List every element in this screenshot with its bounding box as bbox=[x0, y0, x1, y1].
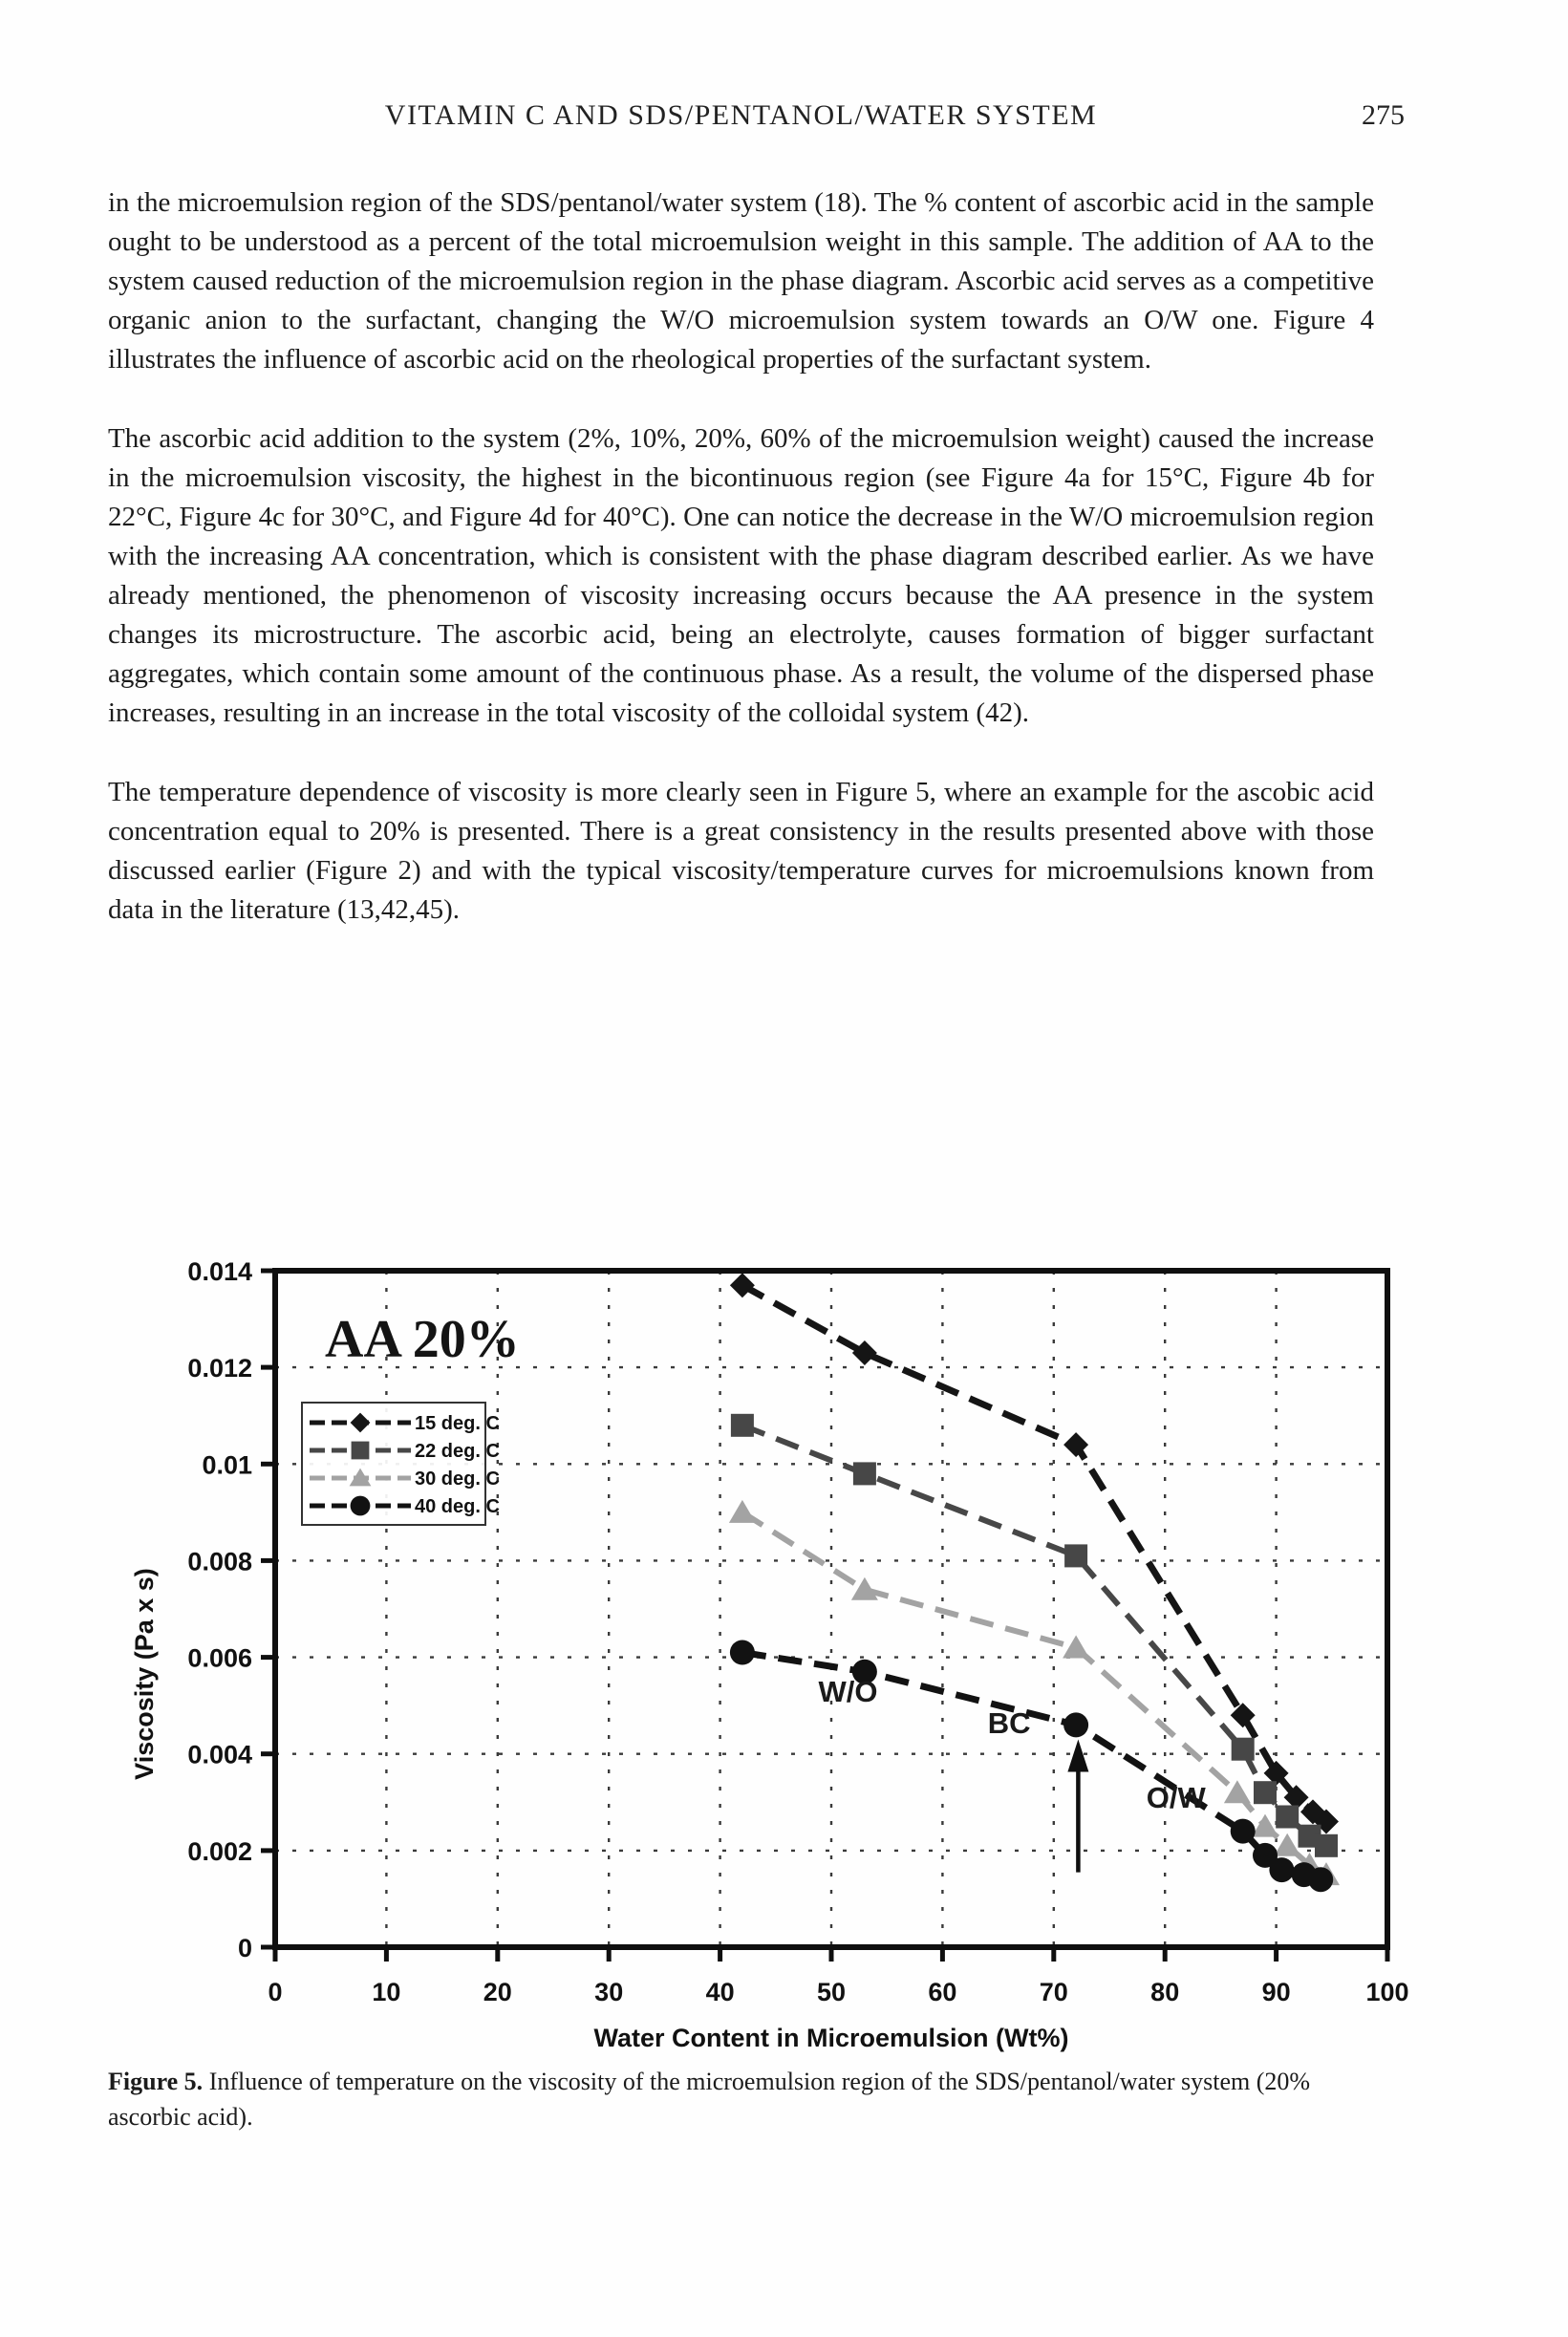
figure-caption-text: Influence of temperature on the viscosit… bbox=[108, 2068, 1311, 2131]
y-tick-label: 0.01 bbox=[202, 1450, 252, 1479]
figure-5-chart: 0 10 20 30 40 50 60 70 80 90 100 Water Content in M… bbox=[124, 1233, 1462, 2064]
legend-item-22-deg-c: 22 deg. C bbox=[310, 1441, 500, 1462]
y-axis-label: Viscosity (Pa x s) bbox=[130, 1568, 159, 1780]
paragraph-3: The temperature dependence of viscosity … bbox=[108, 777, 1374, 925]
y-tick-label: 0 bbox=[238, 1934, 252, 1962]
figure-5-svg: 0 10 20 30 40 50 60 70 80 90 100 Water Content in M… bbox=[130, 1257, 1409, 2052]
y-tick-label: 0.006 bbox=[187, 1644, 252, 1673]
x-tick-label: 60 bbox=[928, 1978, 956, 2006]
svg-text:15 deg. C: 15 deg. C bbox=[415, 1413, 500, 1434]
legend-item-40-deg-c: 40 deg. C bbox=[310, 1495, 500, 1517]
region-annotations: W/O BC O/W bbox=[819, 1675, 1207, 1814]
series-40-deg-c bbox=[729, 1640, 1334, 1893]
y-tick-label: 0.008 bbox=[187, 1547, 252, 1576]
bc-boundary-arrow bbox=[1067, 1739, 1089, 1873]
y-tick-label: 0.012 bbox=[187, 1354, 252, 1383]
x-tick-label: 80 bbox=[1150, 1978, 1179, 2006]
y-tick-label: 0.014 bbox=[187, 1257, 252, 1286]
figure-caption-label: Figure 5. bbox=[108, 2068, 204, 2095]
page-number: 275 bbox=[1362, 99, 1405, 131]
body-text: in the microemulsion region of the SDS/p… bbox=[108, 183, 1374, 970]
legend-item-30-deg-c: 30 deg. C bbox=[310, 1468, 500, 1490]
paragraph-2: The ascorbic acid addition to the system… bbox=[108, 423, 1374, 728]
x-tick-label: 50 bbox=[817, 1978, 846, 2006]
series-22-deg-c bbox=[730, 1413, 1338, 1857]
x-tick-label: 0 bbox=[268, 1978, 282, 2006]
svg-text:30 deg. C: 30 deg. C bbox=[415, 1469, 500, 1490]
x-axis: 0 10 20 30 40 50 60 70 80 90 100 Water Content in M… bbox=[268, 1947, 1409, 2052]
y-tick-label: 0.002 bbox=[187, 1837, 252, 1866]
running-head-title: VITAMIN C AND SDS/PENTANOL/WATER SYSTEM bbox=[384, 99, 1098, 131]
legend: 15 deg. C 22 deg. C 30 deg. C 40 deg. C bbox=[301, 1402, 500, 1526]
annotation-w-o: W/O bbox=[819, 1675, 878, 1708]
x-tick-label: 70 bbox=[1040, 1978, 1068, 2006]
annotation-o-w: O/W bbox=[1147, 1781, 1207, 1814]
x-tick-label: 100 bbox=[1365, 1978, 1408, 2006]
series-15-deg-c bbox=[729, 1273, 1339, 1834]
x-tick-label: 20 bbox=[483, 1978, 512, 2006]
svg-text:22 deg. C: 22 deg. C bbox=[415, 1441, 500, 1462]
plot-frame bbox=[272, 1268, 1390, 1950]
y-tick-label: 0.004 bbox=[187, 1741, 252, 1769]
x-tick-label: 10 bbox=[372, 1978, 400, 2006]
figure-caption: Figure 5. Influence of temperature on th… bbox=[108, 2064, 1398, 2134]
gridlines bbox=[275, 1271, 1387, 1947]
svg-text:40 deg. C: 40 deg. C bbox=[415, 1496, 500, 1517]
annotation-bc: BC bbox=[988, 1706, 1031, 1740]
x-tick-label: 40 bbox=[706, 1978, 735, 2006]
paragraph-1: in the microemulsion region of the SDS/p… bbox=[108, 187, 1374, 375]
chart-title: AA 20% bbox=[325, 1310, 520, 1369]
x-axis-label: Water Content in Microemulsion (Wt%) bbox=[594, 2024, 1069, 2052]
x-tick-label: 30 bbox=[594, 1978, 623, 2006]
legend-item-15-deg-c: 15 deg. C bbox=[310, 1412, 500, 1434]
x-tick-label: 90 bbox=[1262, 1978, 1291, 2006]
y-axis: 0 0.002 0.004 0.006 0.008 0.01 0.012 0.014 Visco… bbox=[130, 1257, 275, 1962]
